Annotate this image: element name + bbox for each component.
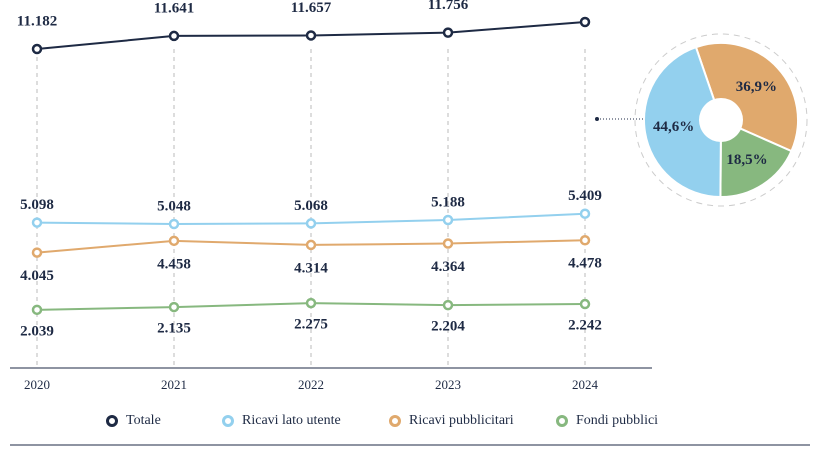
x-tick-label: 2024 bbox=[572, 377, 599, 392]
value-label: 2.039 bbox=[20, 323, 54, 339]
pie-slice bbox=[643, 45, 723, 199]
pie-slice bbox=[694, 42, 799, 153]
value-label: 5.048 bbox=[157, 198, 191, 214]
x-tick-label: 2021 bbox=[161, 377, 187, 392]
value-label: 5.068 bbox=[294, 198, 328, 214]
x-tick-label: 2023 bbox=[435, 377, 461, 392]
point bbox=[31, 247, 43, 258]
point bbox=[442, 238, 454, 249]
value-label: 5.188 bbox=[431, 194, 465, 210]
point bbox=[168, 235, 180, 247]
value-label: 2.275 bbox=[294, 317, 328, 333]
pie-slice bbox=[719, 118, 793, 198]
value-label: 5.098 bbox=[20, 197, 54, 213]
value-label: 4.458 bbox=[157, 256, 191, 272]
legend-label: Fondi pubblici bbox=[576, 413, 658, 428]
pie-label: 44,6% bbox=[653, 119, 694, 135]
point bbox=[442, 214, 454, 226]
value-label: 4.314 bbox=[294, 260, 328, 276]
point bbox=[305, 218, 317, 229]
value-label: 2.135 bbox=[157, 321, 191, 337]
x-tick-label: 2020 bbox=[24, 377, 50, 392]
point bbox=[305, 30, 317, 41]
value-label: 4.364 bbox=[431, 259, 465, 275]
point bbox=[168, 218, 180, 230]
point bbox=[168, 30, 180, 42]
point bbox=[31, 304, 43, 316]
value-label: 5.409 bbox=[568, 188, 602, 204]
legend-label: Ricavi pubblicitari bbox=[409, 413, 514, 428]
value-label: 2.204 bbox=[431, 319, 465, 335]
point bbox=[31, 43, 43, 55]
pie-outline bbox=[634, 33, 808, 207]
point bbox=[305, 297, 317, 309]
legend-marker bbox=[556, 415, 568, 427]
value-label: 11.756 bbox=[428, 0, 469, 13]
pie-label: 36,9% bbox=[736, 79, 777, 95]
legend-marker bbox=[389, 415, 401, 427]
point bbox=[579, 208, 591, 219]
legend-marker bbox=[222, 415, 234, 427]
point bbox=[579, 298, 591, 310]
legend-label: Totale bbox=[126, 413, 161, 428]
legend-marker bbox=[106, 415, 118, 427]
point bbox=[31, 217, 43, 228]
value-label: 11.657 bbox=[291, 0, 332, 16]
pie-label: 18,5% bbox=[726, 152, 767, 168]
value-label: 4.478 bbox=[568, 256, 602, 272]
value-label: 11.182 bbox=[17, 13, 57, 29]
pie-hole bbox=[699, 98, 743, 142]
point bbox=[168, 301, 180, 313]
value-label: 11.641 bbox=[154, 0, 194, 16]
point bbox=[305, 239, 317, 251]
leader-dot bbox=[595, 117, 599, 121]
value-label: 2.242 bbox=[568, 317, 602, 333]
value-label: 4.045 bbox=[20, 268, 54, 284]
legend-label: Ricavi lato utente bbox=[242, 413, 341, 428]
value-label: 12.129 bbox=[564, 0, 605, 2]
point bbox=[442, 299, 454, 311]
point bbox=[442, 27, 454, 38]
point bbox=[579, 16, 591, 28]
x-tick-label: 2022 bbox=[298, 377, 324, 392]
point bbox=[579, 235, 591, 246]
